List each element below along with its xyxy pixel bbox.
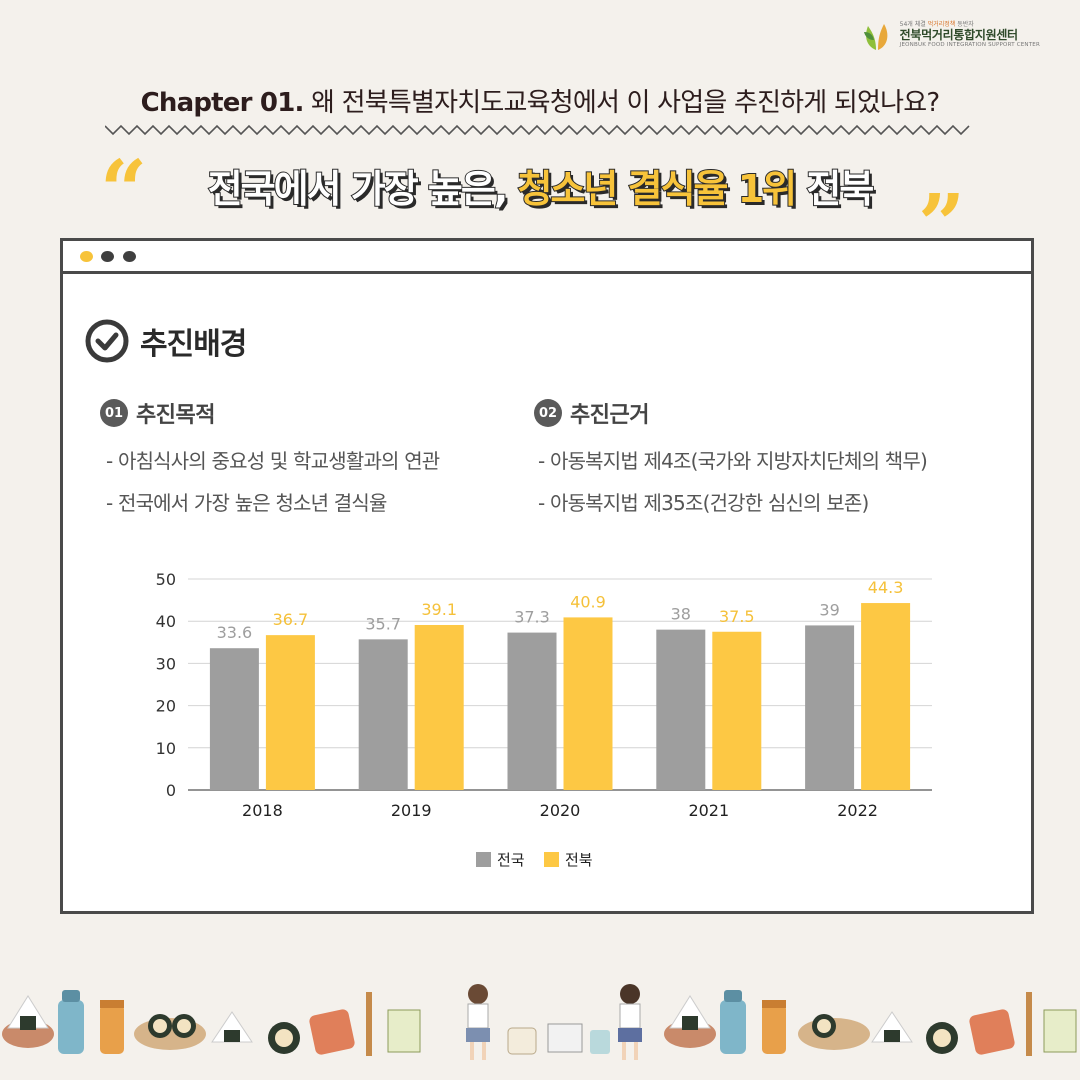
list-item: - 아동복지법 제4조(국가와 지방자치단체의 책무) xyxy=(538,449,928,473)
bag-icon xyxy=(969,1009,1015,1055)
purpose-number-badge: 01 xyxy=(100,399,128,427)
headline-part3: 전북 xyxy=(805,166,875,212)
student-girl-icon xyxy=(466,984,490,1060)
pencil-icon xyxy=(1026,992,1032,1056)
chapter-label: Chapter 01. xyxy=(140,88,305,118)
headline: 전국에서 가장 높은, 청소년 결식율 1위 전북 xyxy=(0,158,1080,213)
basis-title: 추진근거 xyxy=(570,403,649,428)
kimbap-plate-icon xyxy=(134,1014,206,1050)
purpose-title: 추진목적 xyxy=(136,403,215,428)
rice-ball-icon xyxy=(211,1011,253,1043)
open-quote-icon: “ xyxy=(100,143,148,239)
list-item: - 아동복지법 제35조(건강한 심신의 보존) xyxy=(538,491,869,515)
footer-illustration xyxy=(2,984,1077,1060)
list-item: - 아침식사의 중요성 및 학교생활과의 연관 xyxy=(106,449,440,473)
center-logo: 54개 체결 먹거리정책 동반자 전북먹거리통합지원센터 JEONBUK FOO… xyxy=(862,18,1040,52)
window-dot-icon xyxy=(123,251,136,262)
thermos-icon xyxy=(720,990,746,1054)
window-titlebar xyxy=(63,241,1031,274)
headline-part1: 전국에서 가장 높은, xyxy=(207,166,510,212)
bag-icon xyxy=(309,1009,355,1055)
chapter-question: 왜 전북특별자치도교육청에서 이 사업을 추진하게 되었나요? xyxy=(311,88,940,118)
logo-name: 전북먹거리통합지원센터 xyxy=(899,27,1018,42)
list-item: - 전국에서 가장 높은 청소년 결식율 xyxy=(106,491,387,515)
check-circle-icon xyxy=(85,319,129,363)
book-icon xyxy=(547,1023,583,1053)
logo-tagline: 54개 체결 먹거리정책 동반자 xyxy=(899,21,974,29)
basis-heading: 02 추진근거 xyxy=(534,397,649,429)
mug-icon xyxy=(507,1027,537,1055)
basis-list: - 아동복지법 제4조(국가와 지방자치단체의 책무) - 아동복지법 제35조… xyxy=(538,440,928,524)
kimbap-icon xyxy=(268,1022,300,1054)
rice-ball-icon xyxy=(871,1011,913,1043)
section-title-text: 추진배경 xyxy=(140,327,247,362)
cup-icon xyxy=(590,1030,610,1054)
section-title: 추진배경 xyxy=(84,318,247,364)
pencil-icon xyxy=(366,992,372,1056)
notebook-icon xyxy=(387,1009,421,1053)
window-dot-icon xyxy=(80,251,93,262)
headline-part2: 청소년 결식율 1위 xyxy=(517,166,799,212)
notebook-icon xyxy=(1043,1009,1077,1053)
purpose-heading: 01 추진목적 xyxy=(100,397,215,429)
thermos-icon xyxy=(58,990,84,1054)
jar-icon xyxy=(100,1000,124,1054)
kimbap-icon xyxy=(926,1022,958,1054)
purpose-list: - 아침식사의 중요성 및 학교생활과의 연관 - 전국에서 가장 높은 청소년… xyxy=(106,440,440,524)
student-girl-icon xyxy=(618,984,642,1060)
rice-ball-icon xyxy=(664,995,716,1048)
logo-english: JEONBUK FOOD INTEGRATION SUPPORT CENTER xyxy=(899,41,1040,48)
chapter-heading: Chapter 01. 왜 전북특별자치도교육청에서 이 사업을 추진하게 되었… xyxy=(0,82,1080,119)
browser-window-card xyxy=(60,238,1034,914)
window-dot-icon xyxy=(101,251,114,262)
leaf-logo-icon xyxy=(863,24,888,50)
basis-number-badge: 02 xyxy=(534,399,562,427)
zigzag-divider xyxy=(105,124,970,136)
rice-ball-icon xyxy=(2,995,54,1048)
kimbap-plate-icon xyxy=(798,1014,870,1050)
jar-icon xyxy=(762,1000,786,1054)
